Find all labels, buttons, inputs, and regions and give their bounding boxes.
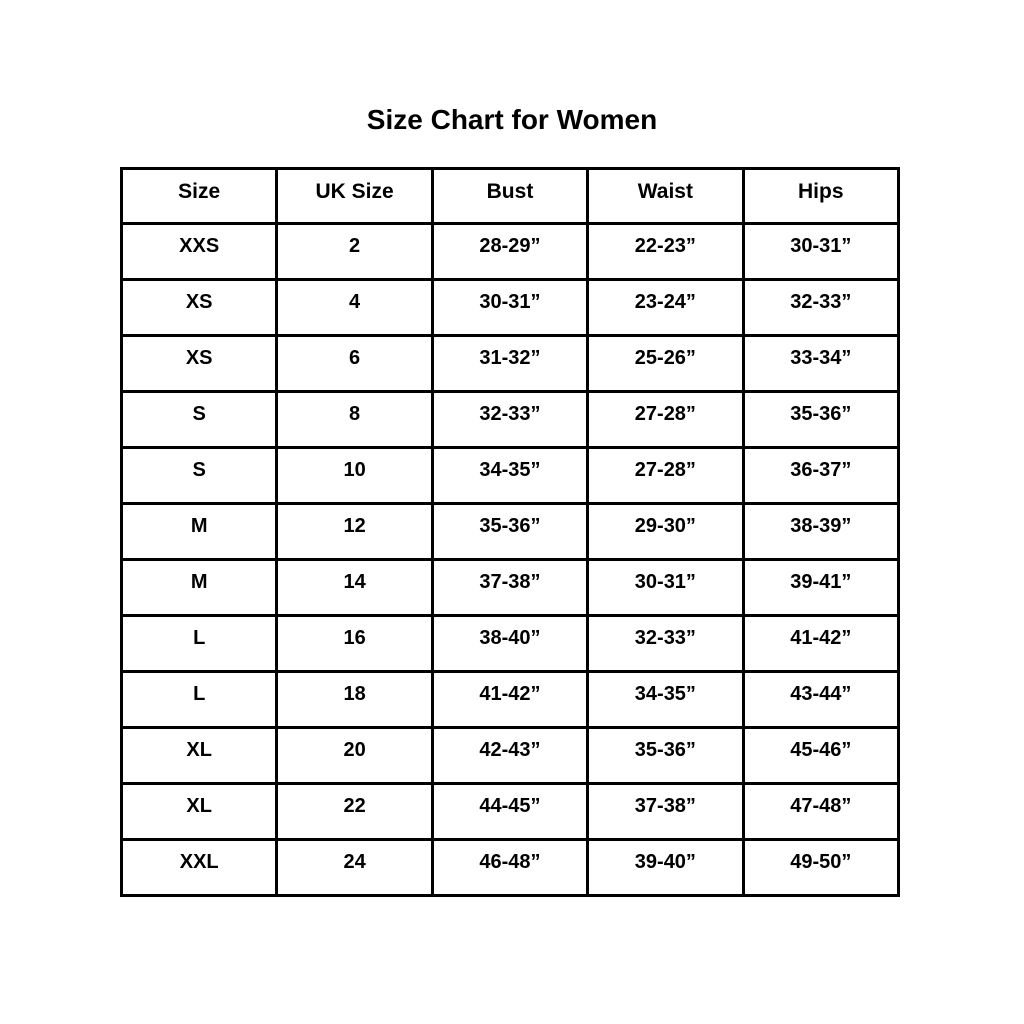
table-row: L 16 38-40” 32-33” 41-42” xyxy=(119,614,901,673)
table-cell: 28-29” xyxy=(430,222,590,281)
table-cell: 27-28” xyxy=(586,390,745,449)
table-cell: 30-31” xyxy=(586,558,745,617)
table-cell: XS xyxy=(119,278,279,337)
table-cell: 38-40” xyxy=(430,614,590,673)
table-cell: 34-35” xyxy=(586,670,745,729)
table-cell: 37-38” xyxy=(430,558,590,617)
table-cell: 25-26” xyxy=(586,334,745,393)
table-cell: S xyxy=(119,390,279,449)
table-row: XXL 24 46-48” 39-40” 49-50” xyxy=(119,838,901,897)
table-cell: L xyxy=(119,614,279,673)
table-cell: XL xyxy=(119,782,279,841)
column-header-bust: Bust xyxy=(430,167,590,225)
table-cell: 29-30” xyxy=(586,502,745,561)
header-row: Size UK Size Bust Waist Hips xyxy=(119,167,901,225)
table-cell: 35-36” xyxy=(430,502,590,561)
table-cell: 20 xyxy=(275,726,434,785)
table-row: S 10 34-35” 27-28” 36-37” xyxy=(119,446,901,505)
table-cell: 22 xyxy=(275,782,434,841)
table-cell: 45-46” xyxy=(741,726,901,785)
table-cell: 23-24” xyxy=(586,278,745,337)
table-cell: 10 xyxy=(275,446,434,505)
table-cell: 49-50” xyxy=(741,838,901,897)
table-cell: XS xyxy=(119,334,279,393)
table-cell: 22-23” xyxy=(586,222,745,281)
table-cell: 27-28” xyxy=(586,446,745,505)
table-cell: 38-39” xyxy=(741,502,901,561)
table-row: XL 22 44-45” 37-38” 47-48” xyxy=(119,782,901,841)
table-cell: 8 xyxy=(275,390,434,449)
table-cell: 46-48” xyxy=(430,838,590,897)
table-cell: 39-40” xyxy=(586,838,745,897)
table-cell: XXL xyxy=(119,838,279,897)
column-header-waist: Waist xyxy=(586,167,745,225)
table-cell: 32-33” xyxy=(741,278,901,337)
table-cell: 12 xyxy=(275,502,434,561)
table-cell: 33-34” xyxy=(741,334,901,393)
table-row: XS 6 31-32” 25-26” 33-34” xyxy=(119,334,901,393)
table-row: M 12 35-36” 29-30” 38-39” xyxy=(119,502,901,561)
table-row: L 18 41-42” 34-35” 43-44” xyxy=(119,670,901,729)
table-cell: 6 xyxy=(275,334,434,393)
table-cell: 34-35” xyxy=(430,446,590,505)
table-cell: 14 xyxy=(275,558,434,617)
table-cell: 18 xyxy=(275,670,434,729)
table-cell: 16 xyxy=(275,614,434,673)
table-cell: 24 xyxy=(275,838,434,897)
table-cell: 47-48” xyxy=(741,782,901,841)
table-cell: S xyxy=(119,446,279,505)
table-cell: 35-36” xyxy=(586,726,745,785)
column-header-hips: Hips xyxy=(741,167,901,225)
table-cell: 41-42” xyxy=(430,670,590,729)
table-cell: M xyxy=(119,502,279,561)
table-cell: 32-33” xyxy=(430,390,590,449)
table-cell: 30-31” xyxy=(741,222,901,281)
size-chart-table: Size UK Size Bust Waist Hips XXS 2 28-29” 22-23… xyxy=(119,167,901,897)
table-row: M 14 37-38” 30-31” 39-41” xyxy=(119,558,901,617)
table-row: S 8 32-33” 27-28” 35-36” xyxy=(119,390,901,449)
table-body: XXS 2 28-29” 22-23” 30-31” XS 4 30-31” 23-24” 32-… xyxy=(119,222,901,897)
table-cell: 41-42” xyxy=(741,614,901,673)
table-cell: M xyxy=(119,558,279,617)
page-title: Size Chart for Women xyxy=(366,104,658,135)
table-cell: 31-32” xyxy=(430,334,590,393)
table-cell: 39-41” xyxy=(741,558,901,617)
table-cell: 32-33” xyxy=(586,614,745,673)
table-cell: L xyxy=(119,670,279,729)
table-cell: 43-44” xyxy=(741,670,901,729)
table-cell: XXS xyxy=(119,222,279,281)
table-row: XXS 2 28-29” 22-23” 30-31” xyxy=(119,222,901,281)
table-cell: 44-45” xyxy=(430,782,590,841)
table-cell: 30-31” xyxy=(430,278,590,337)
table-cell: 42-43” xyxy=(430,726,590,785)
column-header-size: Size xyxy=(119,167,279,225)
table-row: XS 4 30-31” 23-24” 32-33” xyxy=(119,278,901,337)
column-header-uk-size: UK Size xyxy=(275,167,434,225)
table-row: XL 20 42-43” 35-36” 45-46” xyxy=(119,726,901,785)
table-cell: XL xyxy=(119,726,279,785)
table-cell: 4 xyxy=(275,278,434,337)
table-cell: 2 xyxy=(275,222,434,281)
table-cell: 35-36” xyxy=(741,390,901,449)
table-cell: 37-38” xyxy=(586,782,745,841)
table-cell: 36-37” xyxy=(741,446,901,505)
